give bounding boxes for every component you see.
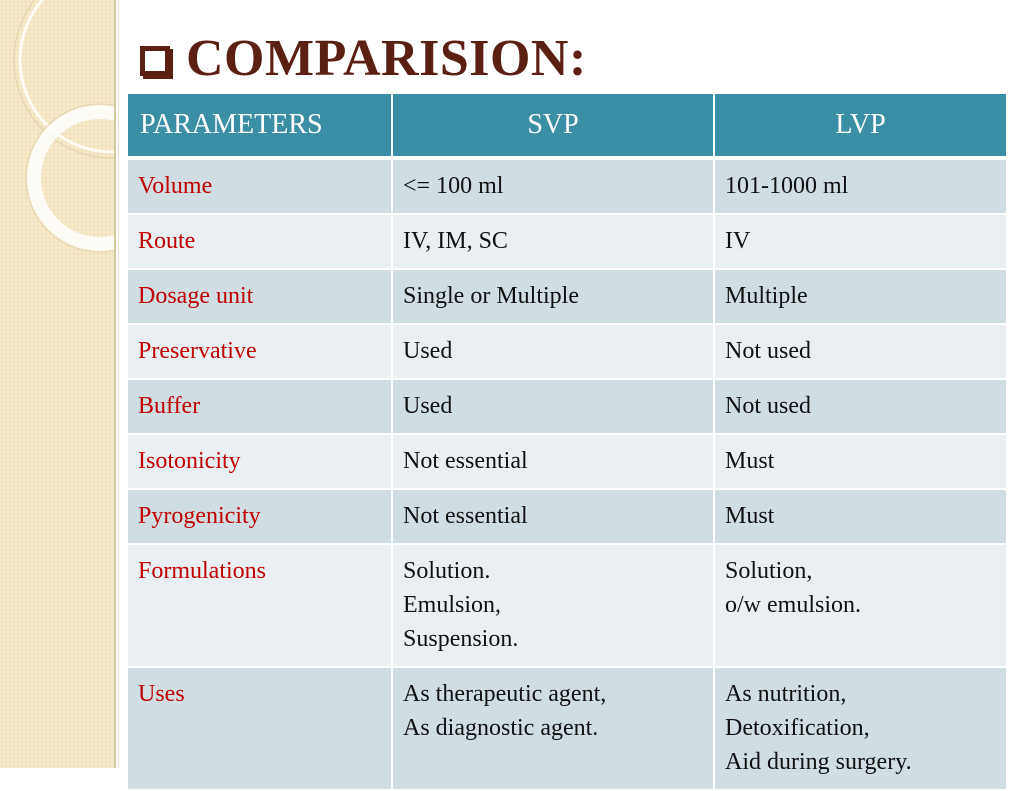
svp-cell: Single or Multiple xyxy=(392,269,715,325)
header-svp: SVP xyxy=(392,94,715,160)
svp-cell: Solution. Emulsion, Suspension. xyxy=(392,544,715,668)
table-row: Uses As therapeutic agent, As diagnostic… xyxy=(128,667,1006,791)
decorative-rings xyxy=(13,0,114,253)
table-row: Route IV, IM, SC IV xyxy=(128,214,1006,270)
svp-cell: IV, IM, SC xyxy=(392,214,715,270)
slide-title: COMPARISION: xyxy=(140,24,587,92)
side-divider xyxy=(114,0,116,768)
param-cell: Route xyxy=(128,214,393,270)
param-cell: Dosage unit xyxy=(128,269,393,325)
decorative-side-strip xyxy=(0,0,114,768)
lvp-cell: Must xyxy=(714,489,1006,545)
lvp-cell: Solution, o/w emulsion. xyxy=(714,544,1006,668)
svp-cell: Used xyxy=(392,379,715,435)
param-cell: Formulations xyxy=(128,544,393,668)
lvp-cell: Multiple xyxy=(714,269,1006,325)
table-row: Preservative Used Not used xyxy=(128,324,1006,380)
table-row: Isotonicity Not essential Must xyxy=(128,434,1006,490)
svp-cell: <= 100 ml xyxy=(392,158,715,215)
param-cell: Preservative xyxy=(128,324,393,380)
table-header-row: PARAMETERS SVP LVP xyxy=(128,94,1006,160)
lvp-cell: 101-1000 ml xyxy=(714,158,1006,215)
lvp-cell: Not used xyxy=(714,324,1006,380)
lvp-cell: IV xyxy=(714,214,1006,270)
param-cell: Isotonicity xyxy=(128,434,393,490)
lvp-cell: As nutrition, Detoxification, Aid during… xyxy=(714,667,1006,791)
table-row: Volume <= 100 ml 101-1000 ml xyxy=(128,158,1006,215)
param-cell: Uses xyxy=(128,667,393,791)
header-lvp: LVP xyxy=(714,94,1006,160)
checkbox-bullet-icon xyxy=(140,46,170,76)
table-row: Dosage unit Single or Multiple Multiple xyxy=(128,269,1006,325)
lvp-cell: Not used xyxy=(714,379,1006,435)
table-row: Formulations Solution. Emulsion, Suspens… xyxy=(128,544,1006,668)
slide-title-text: COMPARISION: xyxy=(186,29,587,87)
header-parameters: PARAMETERS xyxy=(128,94,393,160)
svp-cell: Not essential xyxy=(392,434,715,490)
svp-cell: Not essential xyxy=(392,489,715,545)
svp-cell: As therapeutic agent, As diagnostic agen… xyxy=(392,667,715,791)
param-cell: Pyrogenicity xyxy=(128,489,393,545)
comparison-table: PARAMETERS SVP LVP Volume <= 100 ml 101-… xyxy=(128,94,1006,791)
table-row: Pyrogenicity Not essential Must xyxy=(128,489,1006,545)
lvp-cell: Must xyxy=(714,434,1006,490)
svp-cell: Used xyxy=(392,324,715,380)
param-cell: Volume xyxy=(128,158,393,215)
param-cell: Buffer xyxy=(128,379,393,435)
table-row: Buffer Used Not used xyxy=(128,379,1006,435)
side-divider-thin xyxy=(118,0,119,768)
